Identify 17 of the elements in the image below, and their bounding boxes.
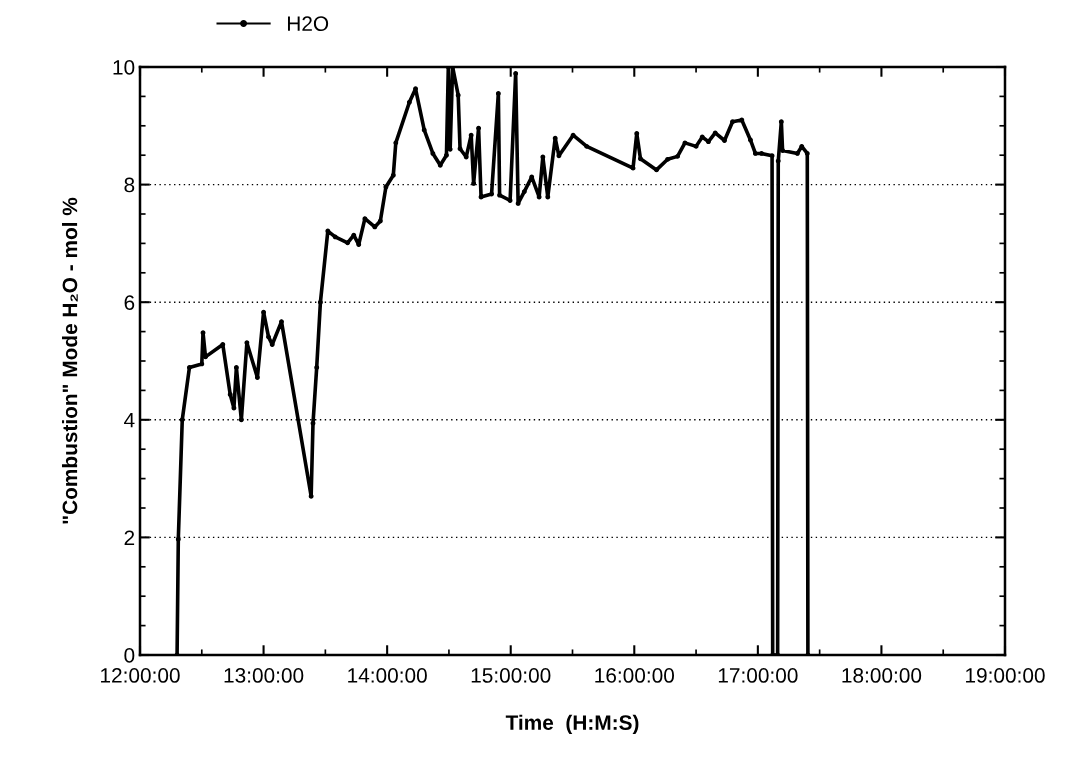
y-axis-title: "Combustion" Mode H₂O - mol %	[61, 197, 78, 524]
x-tick-label: 14:00:00	[348, 668, 427, 683]
x-tick-label: 18:00:00	[842, 668, 922, 683]
y-tick-label: 0	[124, 648, 135, 663]
y-tick-label: 10	[113, 60, 135, 75]
x-tick-label: 17:00:00	[718, 668, 798, 683]
x-tick-label: 13:00:00	[224, 668, 304, 683]
x-tick-label: 19:00:00	[966, 668, 1045, 683]
x-tick-label: 15:00:00	[471, 668, 551, 683]
y-tick-label: 4	[124, 413, 135, 428]
y-tick-label: 6	[124, 295, 135, 310]
x-tick-label: 12:00:00	[101, 668, 180, 683]
x-axis-title: Time (H:M:S)	[505, 714, 639, 735]
legend-label: H2O	[287, 16, 329, 32]
y-tick-label: 2	[124, 530, 135, 545]
x-tick-label: 16:00:00	[595, 668, 675, 683]
y-tick-label: 8	[124, 177, 135, 193]
